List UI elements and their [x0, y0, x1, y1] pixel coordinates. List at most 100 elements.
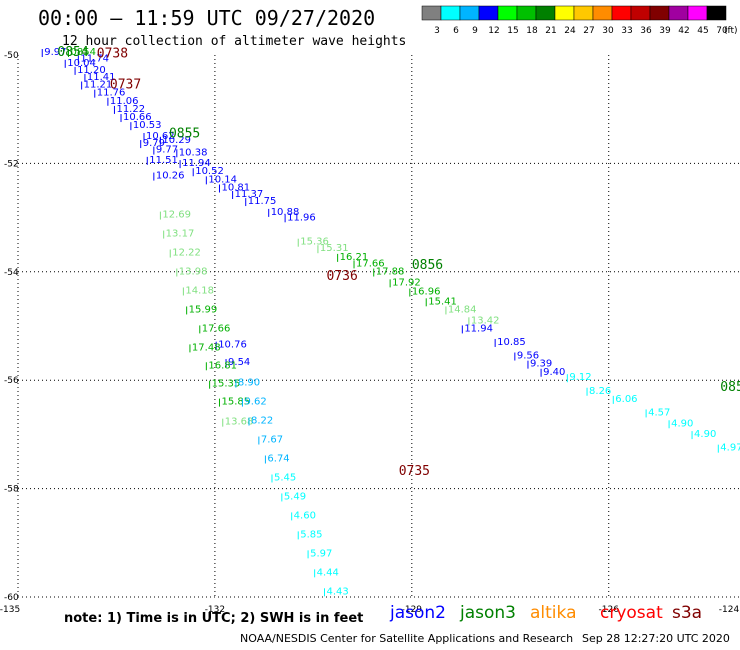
jason3-point-value: 13.17 [166, 229, 195, 240]
legend-label: 21 [545, 26, 556, 36]
legend-jason3: jason3 [460, 603, 516, 623]
jason2-point-value: 11.96 [287, 212, 316, 223]
credit-line: NOAA/NESDIS Center for Satellite Applica… [240, 632, 574, 645]
time-label: 0854 [57, 45, 88, 60]
time-label: 0736 [326, 269, 357, 284]
jason3-point-value: 15.41 [428, 296, 457, 307]
jason2-point-value: 11.06 [110, 96, 139, 107]
chart-subtitle: 12 hour collection of altimeter wave hei… [62, 34, 407, 49]
legend-altika: altika [530, 603, 577, 623]
jason2-point-value: 11.20 [77, 65, 106, 76]
legend-label: 39 [659, 26, 671, 36]
s3a-point-value: 8.22 [251, 416, 273, 427]
s3a-point-value: 9.62 [244, 397, 266, 408]
jason3-point-value: 15.35 [212, 379, 241, 390]
jason2-point-value: 11.21 [84, 80, 113, 91]
legend-label: 42 [678, 26, 689, 36]
legend-label: 24 [564, 26, 576, 36]
jason2-point-value: 11.37 [235, 189, 264, 200]
y-tick-label: -52 [4, 159, 19, 169]
s3a-point-value: 4.57 [648, 407, 670, 418]
s3a-point-value: 5.85 [300, 529, 322, 540]
jason3-point-value: 15.85 [221, 397, 250, 408]
jason3-point-value: 16.21 [340, 252, 369, 263]
jason3-point-value: 0854 [71, 47, 96, 58]
s3a-point-value: 8.90 [238, 378, 260, 389]
s3a-point-value: 4.44 [317, 567, 339, 578]
jason3-point-value: 15.99 [189, 304, 218, 315]
jason2-point-value: 11.94 [182, 158, 211, 169]
legend-label: 70 [716, 26, 728, 36]
jason2-point-value: 9.56 [517, 351, 539, 362]
y-tick-label: -50 [4, 51, 19, 61]
jason2-point-value: 9.54 [228, 357, 250, 368]
s3a-point-value: 9.12 [569, 372, 591, 383]
jason3-point-value: 12.69 [162, 210, 191, 221]
jason2-point-value: 9.79 [143, 138, 165, 149]
jason2-point-value: 11.51 [149, 155, 178, 166]
jason3-point-value: 14.18 [185, 285, 214, 296]
footnote: note: 1) Time is in UTC; 2) SWH is in fe… [64, 611, 364, 626]
jason2-point-value: 11.76 [97, 88, 126, 99]
legend-label: 6 [453, 26, 459, 36]
legend-jason2: jason2 [390, 603, 446, 623]
legend-label: 15 [507, 26, 518, 36]
legend-label: 36 [640, 26, 652, 36]
jason3-point-value: 12.22 [172, 248, 201, 259]
color-legend: 3 6 9 12 15 18 21 24 27 30 33 36 39 42 45 70(ft) [421, 5, 738, 36]
time-label: 0737 [110, 78, 141, 93]
jason2-point-value: 9.77 [156, 145, 178, 156]
jason2-point-value: 11.75 [248, 196, 277, 207]
jason2-point-value: 9.97 [44, 47, 66, 58]
jason3-point-value: 13.98 [179, 267, 208, 278]
legend-label: 18 [526, 26, 538, 36]
jason3-point-value: 17.48 [192, 342, 221, 353]
jason3-point-value: 17.66 [202, 323, 231, 334]
s3a-point-value: 4.60 [294, 510, 316, 521]
jason2-point-value: 10.38 [179, 147, 208, 158]
x-tick-label: -124 [719, 605, 740, 615]
legend-label: 12 [488, 26, 499, 36]
time-label: 0856 [412, 258, 443, 273]
legend-unit: (ft) [724, 26, 738, 36]
x-tick-label: -126 [599, 605, 620, 615]
jason3-point-value: 17.88 [376, 267, 405, 278]
time-label: 0857 [720, 380, 740, 395]
jason3-point-value: 14.84 [448, 304, 477, 315]
jason2-point-value: 10.52 [195, 166, 224, 177]
jason2-point-value: 11.74 [80, 54, 109, 65]
jason2-point-value: 10.76 [218, 340, 247, 351]
s3a-point-value: 6.06 [615, 394, 637, 405]
jason2-point-value: 11.94 [464, 323, 493, 334]
legend-cryosat: cryosat [600, 603, 663, 623]
legend-label: 30 [602, 26, 614, 36]
jason2-point-value: 10.81 [221, 183, 250, 194]
jason2-point-value: 10.29 [162, 135, 191, 146]
x-tick-label: -129 [402, 605, 423, 615]
x-tick-label: -132 [205, 605, 225, 615]
chart-title: 00:00 – 11:59 UTC 09/27/2020 [38, 6, 376, 30]
jason2-point-value: 10.85 [497, 337, 526, 348]
jason2-point-value: 10.26 [156, 171, 185, 182]
jason2-point-value: 10.14 [208, 174, 237, 185]
legend-s3a: s3a [672, 603, 703, 623]
time-label: 0738 [97, 47, 128, 62]
jason3-point-value: 15.31 [320, 243, 349, 254]
jason2-point-value: 10.88 [271, 207, 300, 218]
y-tick-label: -54 [4, 268, 19, 278]
legend-label: 27 [583, 26, 594, 36]
jason3-point-value: 16.96 [412, 287, 441, 298]
legend-label: 3 [434, 26, 440, 36]
legend-swatch-70 [706, 5, 727, 21]
jason2-point-value: 9.40 [543, 367, 565, 378]
s3a-point-value: 4.97 [720, 443, 740, 454]
jason2-point-value: 10.53 [133, 120, 162, 131]
y-tick-label: -60 [4, 593, 19, 603]
jason3-point-value: 13.68 [225, 417, 254, 428]
s3a-point-value: 4.90 [694, 429, 716, 440]
y-tick-label: -58 [4, 485, 19, 495]
time-label: 0855 [169, 126, 200, 141]
jason3-point-value: 13.42 [471, 315, 500, 326]
jason2-point-value: 10.62 [146, 131, 175, 142]
s3a-point-value: 5.49 [284, 491, 306, 502]
